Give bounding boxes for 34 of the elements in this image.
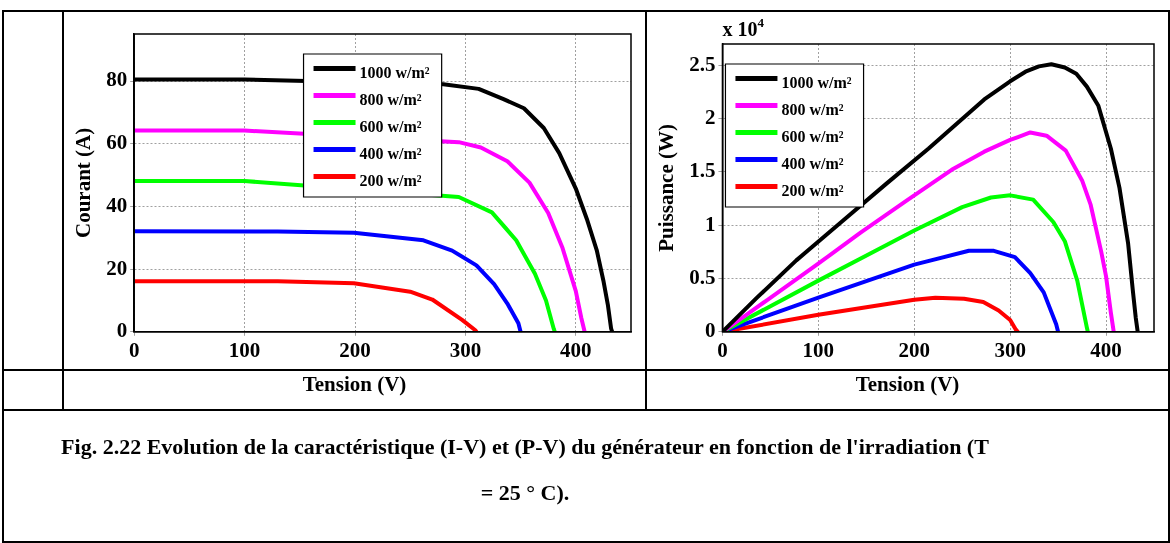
y-tick-label: 1 [704, 211, 716, 236]
x-tick-label: 100 [228, 337, 261, 362]
x-axis-title: Tension (V) [301, 372, 408, 398]
y-tick-label: 1.5 [689, 158, 716, 183]
y-tick-label: 20 [106, 255, 128, 280]
x-tick-label: 300 [449, 337, 482, 362]
x-tick-label: 300 [994, 337, 1026, 362]
legend-label: 200 w/m² [359, 171, 422, 189]
legend-label: 600 w/m² [781, 127, 844, 145]
x-tick-label: 400 [560, 337, 592, 362]
legend-label: 1000 w/m² [781, 73, 852, 91]
y-tick-label: 80 [106, 67, 128, 92]
y-axis-title: Courant (A) [71, 127, 96, 239]
x-axis-title: Tension (V) [854, 372, 961, 398]
legend-label: 800 w/m² [359, 90, 422, 108]
y-tick-label: 2 [704, 105, 716, 130]
legend-label: 200 w/m² [781, 181, 844, 199]
x-tick-label: 200 [339, 337, 371, 362]
y-tick-label: 60 [106, 130, 128, 155]
caption: Fig. 2.22 Evolution de la caractéristique (I-V) et (P-V) du générateur en fonction de l'irradiation (T = 25 ° C). [60, 433, 990, 507]
y-tick-label: 0.5 [689, 264, 716, 289]
legend-label: 600 w/m² [359, 117, 422, 135]
legend-label: 1000 w/m² [359, 63, 430, 81]
x-tick-label: 400 [1090, 337, 1122, 362]
legend-label: 800 w/m² [781, 100, 844, 118]
y-tick-label: 0 [704, 318, 716, 343]
y-axis-title: Puissance (W) [654, 124, 679, 252]
x-tick-label: 200 [898, 337, 930, 362]
y-tick-label: 2.5 [689, 51, 716, 76]
y-tick-label: 40 [106, 192, 128, 217]
legend-label: 400 w/m² [359, 144, 422, 162]
legend-label: 400 w/m² [781, 154, 844, 172]
y-tick-label: 0 [116, 318, 128, 343]
x-tick-label: 100 [802, 337, 835, 362]
